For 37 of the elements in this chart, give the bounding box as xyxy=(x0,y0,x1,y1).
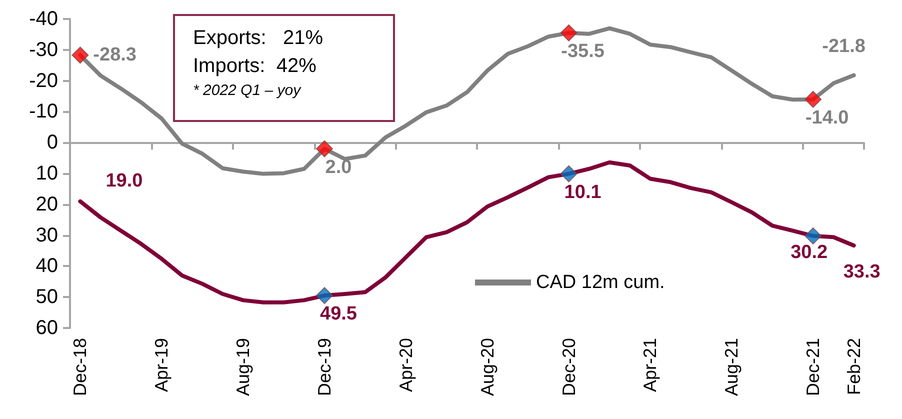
annotation: * 2022 Q1 – yoy xyxy=(193,81,302,101)
note-box: Exports: 21% Imports: 42% * 2022 Q1 – yoy xyxy=(173,14,395,122)
data-label: 10.1 xyxy=(564,182,602,203)
x-tick-label: Dec-19 xyxy=(314,338,334,396)
data-label: 2.0 xyxy=(325,156,352,178)
annotation: Imports: 42% xyxy=(193,54,318,79)
y-tick-label: 10 xyxy=(36,162,58,184)
data-label: -28.3 xyxy=(93,44,136,66)
x-tick-label: Apr-20 xyxy=(396,338,416,392)
x-tick-label: Feb-22 xyxy=(844,338,864,396)
legend-label: CAD 12m cum. xyxy=(536,272,665,293)
x-tick-label: Dec-21 xyxy=(803,338,824,396)
y-tick-label: -10 xyxy=(29,100,58,123)
y-tick-label: 60 xyxy=(36,317,58,339)
x-tick-label: Aug-21 xyxy=(722,338,742,396)
y-tick-label: 50 xyxy=(36,286,58,308)
data-label: 19.0 xyxy=(106,170,143,192)
data-label: -35.5 xyxy=(561,40,605,62)
x-tick-label: Apr-19 xyxy=(152,338,172,392)
x-tick-label: Dec-20 xyxy=(558,338,579,396)
y-tick-label: 20 xyxy=(36,193,58,216)
x-tick-label: Apr-21 xyxy=(640,338,660,392)
x-tick-label: Dec-18 xyxy=(70,338,90,396)
data-label: -14.0 xyxy=(805,107,849,128)
y-tick-label: 40 xyxy=(36,255,58,278)
x-tick-label: Aug-20 xyxy=(477,338,498,396)
y-tick-label: 0 xyxy=(46,132,58,154)
data-label: 49.5 xyxy=(320,304,358,325)
y-tick-label: 30 xyxy=(36,224,58,246)
annotation: Exports: 21% xyxy=(193,26,324,51)
y-tick-label: -20 xyxy=(29,70,58,92)
x-tick-label: Aug-19 xyxy=(233,338,254,396)
data-label: 33.3 xyxy=(843,261,880,282)
data-label: -21.8 xyxy=(822,36,866,58)
y-tick-label: -40 xyxy=(29,8,58,30)
data-label: 30.2 xyxy=(790,242,828,263)
y-tick-label: -30 xyxy=(29,38,58,61)
